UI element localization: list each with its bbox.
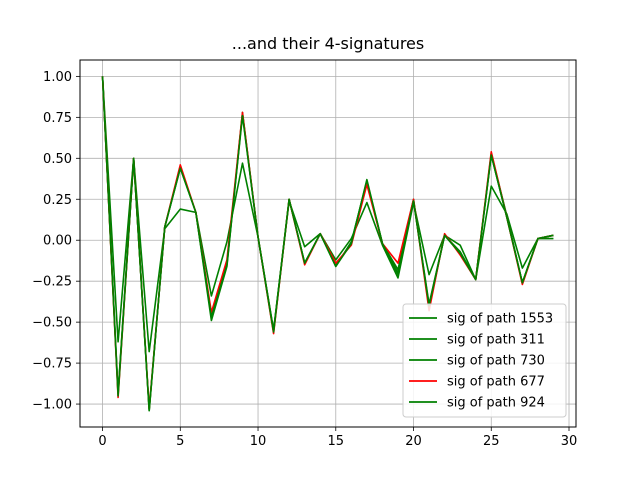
- series-lines: [101, 76, 554, 412]
- legend: sig of path 1553 sig of path 311 sig of pa…: [402, 303, 567, 418]
- y-tick-label: 0.25: [43, 193, 72, 208]
- y-tick-label: −0.75: [32, 357, 72, 372]
- legend-label: sig of path 924: [447, 396, 545, 411]
- axis-ticks: 0 5 10 15 20 25 30 1.00 0.75 0.50 0.25 0.00 −0.25 −0.…: [32, 70, 577, 449]
- chart-title: ...and their 4-signatures: [232, 34, 424, 53]
- y-tick-label: 0.00: [43, 234, 72, 249]
- x-tick-label: 0: [98, 434, 106, 449]
- legend-box: [402, 303, 567, 418]
- plot-frame: [79, 59, 577, 428]
- legend-label: sig of path 730: [447, 354, 545, 369]
- x-tick-label: 30: [561, 434, 578, 449]
- x-tick-label: 20: [405, 434, 422, 449]
- legend-label: sig of path 1553: [447, 312, 553, 327]
- legend-label: sig of path 311: [447, 333, 545, 348]
- y-tick-label: −0.25: [32, 275, 72, 290]
- y-tick-label: 1.00: [43, 70, 72, 85]
- x-tick-label: 10: [250, 434, 267, 449]
- y-tick-label: 0.75: [43, 111, 72, 126]
- x-tick-label: 15: [328, 434, 345, 449]
- y-tick-label: −0.50: [32, 316, 72, 331]
- series-line-4: [101, 76, 554, 412]
- legend-label: sig of path 677: [447, 375, 545, 390]
- y-tick-label: 0.50: [43, 152, 72, 167]
- x-tick-label: 25: [483, 434, 500, 449]
- x-tick-label: 5: [176, 434, 184, 449]
- y-tick-label: −1.00: [32, 398, 72, 413]
